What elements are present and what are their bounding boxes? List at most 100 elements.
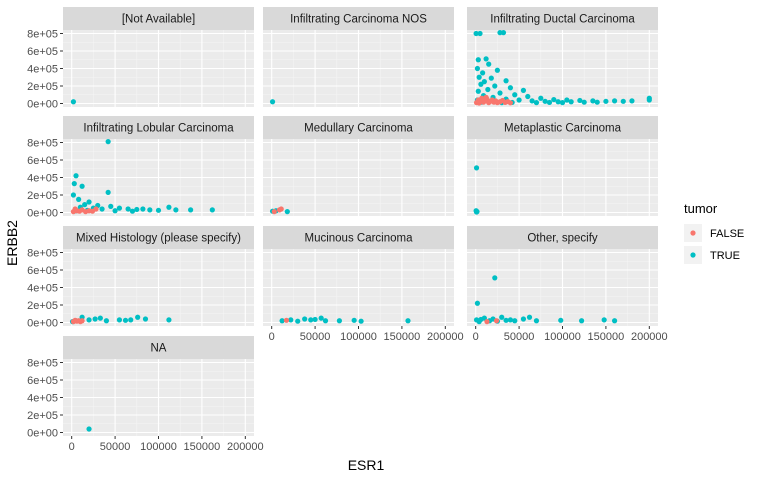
y-tick-label: 8e+05 bbox=[27, 138, 58, 150]
data-point bbox=[475, 57, 481, 63]
data-point bbox=[351, 317, 357, 323]
x-axis-title: ESR1 bbox=[348, 457, 385, 473]
data-point bbox=[558, 317, 564, 323]
facet-strip-label: Medullary Carcinoma bbox=[304, 123, 413, 135]
data-point bbox=[629, 98, 635, 104]
data-point bbox=[128, 317, 134, 323]
legend-key-point bbox=[690, 230, 696, 236]
data-point bbox=[82, 202, 88, 208]
data-point bbox=[483, 56, 489, 62]
facet-panel: Other, specify 0 50000 100000 150000 200000 bbox=[467, 226, 668, 343]
data-point bbox=[278, 206, 284, 212]
facet-panel: Mixed Histology (please specify) 0e+00 2e+… bbox=[27, 226, 254, 330]
x-tick-label: 50000 bbox=[504, 331, 535, 343]
data-point bbox=[516, 97, 522, 103]
y-tick-label: 2e+05 bbox=[27, 300, 58, 312]
facet-strip bbox=[263, 226, 454, 249]
data-point bbox=[488, 75, 494, 81]
data-point bbox=[499, 314, 505, 320]
x-tick-label: 150000 bbox=[184, 441, 221, 453]
y-tick-label: 6e+05 bbox=[27, 46, 58, 58]
data-point bbox=[542, 98, 548, 104]
data-point bbox=[546, 99, 553, 106]
y-tick-label: 0e+00 bbox=[27, 99, 58, 111]
data-point bbox=[480, 70, 486, 76]
facet-strip-label: Infiltrating Lobular Carcinoma bbox=[83, 123, 234, 135]
data-point bbox=[474, 300, 481, 306]
data-point bbox=[473, 165, 480, 171]
data-point bbox=[76, 196, 82, 202]
data-point bbox=[86, 426, 92, 432]
data-point bbox=[503, 78, 509, 84]
facet-panel: Medullary Carcinoma bbox=[263, 116, 454, 216]
data-point bbox=[93, 206, 99, 212]
data-point bbox=[279, 318, 285, 324]
data-point bbox=[492, 275, 498, 281]
facet-panels: [Not Available] 0e+00 2e+05 4e+05 6e+05 8e+05… bbox=[27, 7, 668, 453]
data-point bbox=[478, 316, 484, 323]
data-point bbox=[308, 317, 314, 323]
data-point bbox=[284, 209, 290, 215]
data-point bbox=[475, 88, 481, 94]
data-point bbox=[478, 81, 484, 87]
x-tick-label: 200000 bbox=[631, 331, 668, 343]
data-point bbox=[529, 98, 535, 104]
data-point bbox=[507, 85, 514, 91]
y-tick-label: 4e+05 bbox=[27, 393, 58, 405]
data-point bbox=[79, 183, 85, 189]
data-point bbox=[483, 94, 489, 100]
data-point bbox=[358, 318, 364, 324]
data-point bbox=[551, 96, 557, 103]
data-point bbox=[155, 207, 162, 213]
data-point bbox=[512, 318, 518, 324]
facet-strip bbox=[63, 336, 254, 359]
data-point bbox=[288, 317, 294, 323]
data-point bbox=[116, 317, 123, 323]
data-point bbox=[92, 316, 98, 322]
data-point bbox=[166, 317, 172, 323]
data-point bbox=[318, 315, 324, 321]
data-point bbox=[295, 318, 301, 324]
data-point bbox=[526, 314, 533, 320]
y-tick-label: 0e+00 bbox=[27, 318, 58, 330]
data-point bbox=[611, 318, 618, 324]
y-tick-label: 8e+05 bbox=[27, 29, 58, 41]
data-point bbox=[147, 207, 153, 213]
data-point bbox=[473, 30, 479, 37]
data-point bbox=[507, 317, 514, 323]
data-point bbox=[507, 100, 514, 106]
data-point bbox=[405, 318, 411, 324]
x-tick-label: 200000 bbox=[227, 441, 264, 453]
data-point bbox=[129, 208, 136, 214]
y-tick-label: 6e+05 bbox=[27, 265, 58, 277]
facet-strip bbox=[467, 116, 658, 139]
data-point bbox=[494, 67, 500, 73]
facet-strip bbox=[63, 7, 254, 30]
data-point bbox=[140, 206, 146, 212]
data-point bbox=[134, 206, 140, 213]
y-tick-label: 2e+05 bbox=[27, 190, 58, 202]
x-tick-label: 150000 bbox=[588, 331, 625, 343]
y-tick-label: 6e+05 bbox=[27, 155, 58, 167]
data-point bbox=[322, 318, 329, 324]
data-point bbox=[122, 317, 129, 323]
data-point bbox=[500, 30, 507, 36]
data-point bbox=[538, 95, 544, 101]
legend: tumor FALSE TRUE bbox=[684, 201, 744, 264]
facet-strip-label: Mixed Histology (please specify) bbox=[76, 233, 241, 245]
data-point bbox=[73, 173, 79, 179]
y-tick-label: 0e+00 bbox=[27, 208, 58, 220]
data-point bbox=[512, 92, 518, 98]
data-point bbox=[525, 93, 531, 100]
facet-strip bbox=[467, 226, 658, 249]
legend-key-point bbox=[690, 252, 696, 258]
y-tick-label: 8e+05 bbox=[27, 358, 58, 370]
facet-panel: [Not Available] 0e+00 2e+05 4e+05 6e+05 8e+05 bbox=[27, 7, 254, 111]
facet-strip-label: Mucinous Carcinoma bbox=[304, 233, 413, 245]
data-point bbox=[336, 318, 342, 324]
x-tick-label: 50000 bbox=[100, 441, 131, 453]
data-point bbox=[86, 199, 92, 205]
data-point bbox=[601, 317, 607, 323]
data-point bbox=[493, 318, 500, 324]
